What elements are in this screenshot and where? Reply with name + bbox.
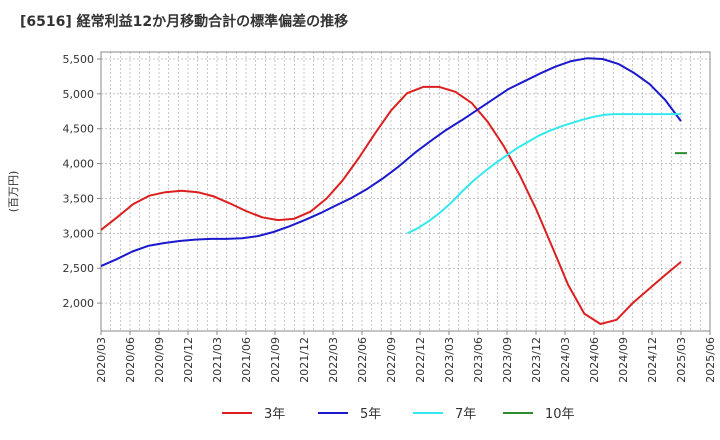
y-tick-label: 4,500 [63, 123, 95, 136]
x-tick-label: 2020/09 [153, 337, 166, 383]
x-tick-label: 2023/06 [472, 337, 485, 383]
y-tick-label: 4,000 [63, 158, 95, 171]
y-tick-label: 3,500 [63, 192, 95, 205]
series-line-0 [100, 85, 682, 325]
x-tick-label: 2025/06 [704, 337, 717, 383]
legend: 3年 5年 7年 10年 [222, 407, 575, 422]
x-tick-label: 2021/09 [269, 337, 282, 383]
x-tick-label: 2022/06 [356, 337, 369, 383]
y-tick-label: 2,000 [63, 297, 95, 310]
legend-label: 7年 [455, 407, 476, 422]
y-tick-label: 3,000 [63, 227, 95, 240]
chart-title: [6516] 経常利益12か月移動合計の標準偏差の推移 [20, 14, 349, 30]
x-tick-label: 2020/06 [124, 337, 137, 383]
series-line-1 [100, 57, 682, 268]
x-tick-label: 2023/03 [443, 337, 456, 383]
legend-label: 5年 [360, 407, 381, 422]
axes: 2,000 2,500 3,000 3,500 4,000 4,500 5,000 5,500… [7, 51, 717, 383]
y-tick-label: 5,500 [63, 53, 95, 66]
x-tick-label: 2020/12 [182, 337, 195, 383]
x-tick-label: 2022/03 [327, 337, 340, 383]
x-tick-label: 2022/09 [385, 337, 398, 383]
x-tick-label: 2021/03 [211, 337, 224, 383]
x-tick-label: 2024/06 [588, 337, 601, 383]
x-tick-label: 2025/03 [675, 337, 688, 383]
y-tick-label: 2,500 [63, 262, 95, 275]
legend-label: 3年 [264, 407, 285, 422]
x-tick-label: 2023/09 [501, 337, 514, 383]
x-tick-label: 2020/03 [95, 337, 108, 383]
x-tick-label: 2024/12 [646, 337, 659, 383]
y-tick-label: 5,000 [63, 88, 95, 101]
x-tick-label: 2021/06 [240, 337, 253, 383]
series-lines [100, 57, 687, 325]
x-tick-label: 2021/12 [298, 337, 311, 383]
x-tick-label: 2023/12 [530, 337, 543, 383]
x-tick-label: 2024/03 [559, 337, 572, 383]
legend-label: 10年 [545, 407, 575, 422]
y-axis-label: (百万円) [7, 171, 20, 213]
grid [101, 52, 710, 331]
plot-frame [100, 51, 711, 332]
x-tick-label: 2024/09 [617, 337, 630, 383]
x-tick-label: 2022/12 [414, 337, 427, 383]
series-line-2 [406, 113, 681, 235]
